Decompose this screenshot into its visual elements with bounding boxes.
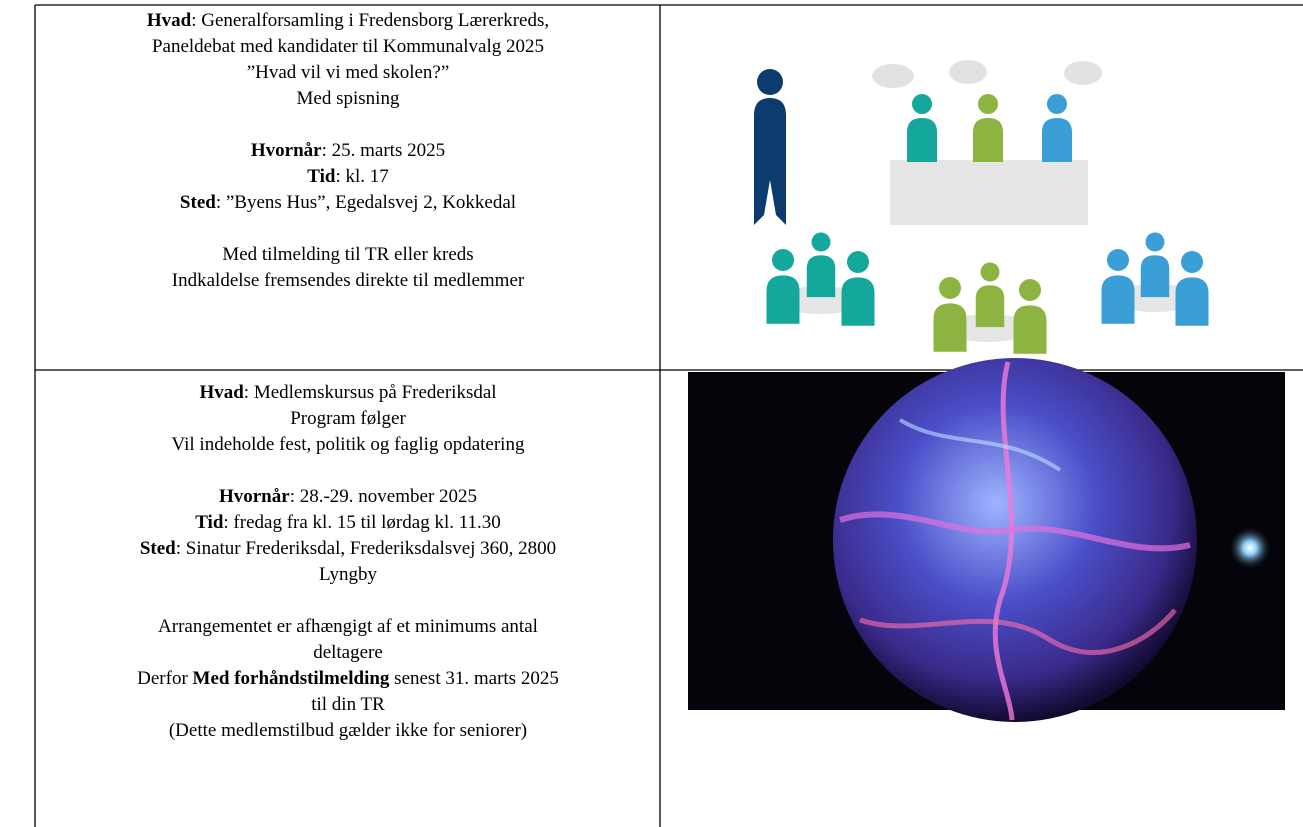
bold-label: Hvornår — [250, 140, 322, 161]
person-icon — [1140, 255, 1170, 298]
text: deltagere — [313, 642, 383, 663]
text-line: Paneldebat med kandidater til Kommunalva… — [36, 34, 660, 60]
person-icon — [766, 275, 800, 324]
meeting-illustration — [754, 60, 1209, 354]
text-line: Med tilmelding til TR eller kreds — [36, 242, 660, 268]
bold-label: Sted — [139, 538, 176, 559]
person-icon — [1013, 305, 1047, 354]
text-line: til din TR — [36, 692, 660, 718]
text-line: ”Hvad vil vi med skolen?” — [36, 60, 660, 86]
text-line: Program følger — [36, 406, 660, 432]
text: Program følger — [290, 408, 406, 429]
text: : Sinatur Frederiksdal, Frederiksdalsvej… — [175, 538, 557, 559]
person-icon — [1019, 279, 1041, 301]
text-line: Derfor Med forhåndstilmelding senest 31.… — [36, 666, 660, 692]
person-icon — [841, 277, 875, 326]
text-line: Hvornår: 28.-29. november 2025 — [36, 484, 660, 510]
person-icon — [1181, 251, 1203, 273]
person-icon — [1042, 118, 1072, 162]
disco-ball-photo — [688, 358, 1285, 722]
text: Paneldebat med kandidater til Kommunalva… — [151, 36, 545, 57]
text: : kl. 17 — [335, 166, 389, 187]
text: : 28.-29. november 2025 — [289, 486, 478, 507]
text: Lyngby — [318, 564, 378, 585]
bold-label: Hvad — [146, 10, 192, 31]
text-line: Sted: ”Byens Hus”, Egedalsvej 2, Kokkeda… — [36, 190, 660, 216]
text-line: Indkaldelse fremsendes direkte til medle… — [36, 268, 660, 294]
person-icon — [907, 118, 937, 162]
text: senest 31. marts 2025 — [389, 668, 559, 689]
text: (Dette medlemstilbud gælder ikke for sen… — [168, 720, 528, 741]
bold-label: Sted — [179, 192, 216, 213]
person-icon — [1101, 275, 1135, 324]
text: Vil indeholde fest, politik og faglig op… — [171, 434, 525, 455]
person-icon — [772, 249, 794, 271]
text: Arrangementet er afhængigt af et minimum… — [158, 616, 538, 637]
text: Derfor — [137, 668, 193, 689]
bold-label: Hvad — [199, 382, 244, 403]
person-icon — [980, 262, 1000, 282]
bold-label: Med forhåndstilmelding — [192, 668, 390, 689]
bold-label: Tid — [195, 512, 224, 533]
text: Indkaldelse fremsendes direkte til medle… — [171, 270, 525, 291]
text-line: Tid: fredag fra kl. 15 til lørdag kl. 11… — [36, 510, 660, 536]
text-line: Vil indeholde fest, politik og faglig op… — [36, 432, 660, 458]
text: : fredag fra kl. 15 til lørdag kl. 11.30 — [223, 512, 501, 533]
person-icon — [912, 94, 932, 114]
text: : ”Byens Hus”, Egedalsvej 2, Kokkedal — [215, 192, 517, 213]
bold-label: Tid — [307, 166, 336, 187]
person-icon — [975, 285, 1005, 328]
text-line: Sted: Sinatur Frederiksdal, Frederiksdal… — [36, 536, 660, 562]
person-icon — [973, 118, 1003, 162]
text-line: (Dette medlemstilbud gælder ikke for sen… — [36, 718, 660, 744]
event-cell: Hvad: Generalforsamling i Fredensborg Læ… — [36, 8, 660, 294]
person-icon — [1145, 232, 1165, 252]
text-line: Hvad: Medlemskursus på Frederiksdal — [36, 380, 660, 406]
text: Med spisning — [296, 88, 400, 109]
text-line: Hvad: Generalforsamling i Fredensborg Læ… — [36, 8, 660, 34]
event-cell: Hvad: Medlemskursus på Frederiksdal Progr… — [36, 380, 660, 744]
person-icon — [1107, 249, 1129, 271]
person-icon — [1175, 277, 1209, 326]
text: ”Hvad vil vi med skolen?” — [246, 62, 450, 83]
text: : 25. marts 2025 — [321, 140, 446, 161]
text-line: Hvornår: 25. marts 2025 — [36, 138, 660, 164]
text: : Generalforsamling i Fredensborg Lærerk… — [191, 10, 550, 31]
text-line: Tid: kl. 17 — [36, 164, 660, 190]
text: Med tilmelding til TR eller kreds — [222, 244, 474, 265]
person-icon — [1047, 94, 1067, 114]
person-icon — [978, 94, 998, 114]
text: til din TR — [311, 694, 385, 715]
bold-label: Hvornår — [218, 486, 290, 507]
person-icon — [811, 232, 831, 252]
person-icon — [847, 251, 869, 273]
person-icon — [933, 303, 967, 352]
text-line: Arrangementet er afhængigt af et minimum… — [36, 614, 660, 640]
table-borders — [34, 4, 1303, 827]
text-line: deltagere — [36, 640, 660, 666]
text-line: Lyngby — [36, 562, 660, 588]
person-icon — [806, 255, 836, 298]
text: : Medlemskursus på Frederiksdal — [243, 382, 497, 403]
person-icon — [939, 277, 961, 299]
text-line: Med spisning — [36, 86, 660, 112]
